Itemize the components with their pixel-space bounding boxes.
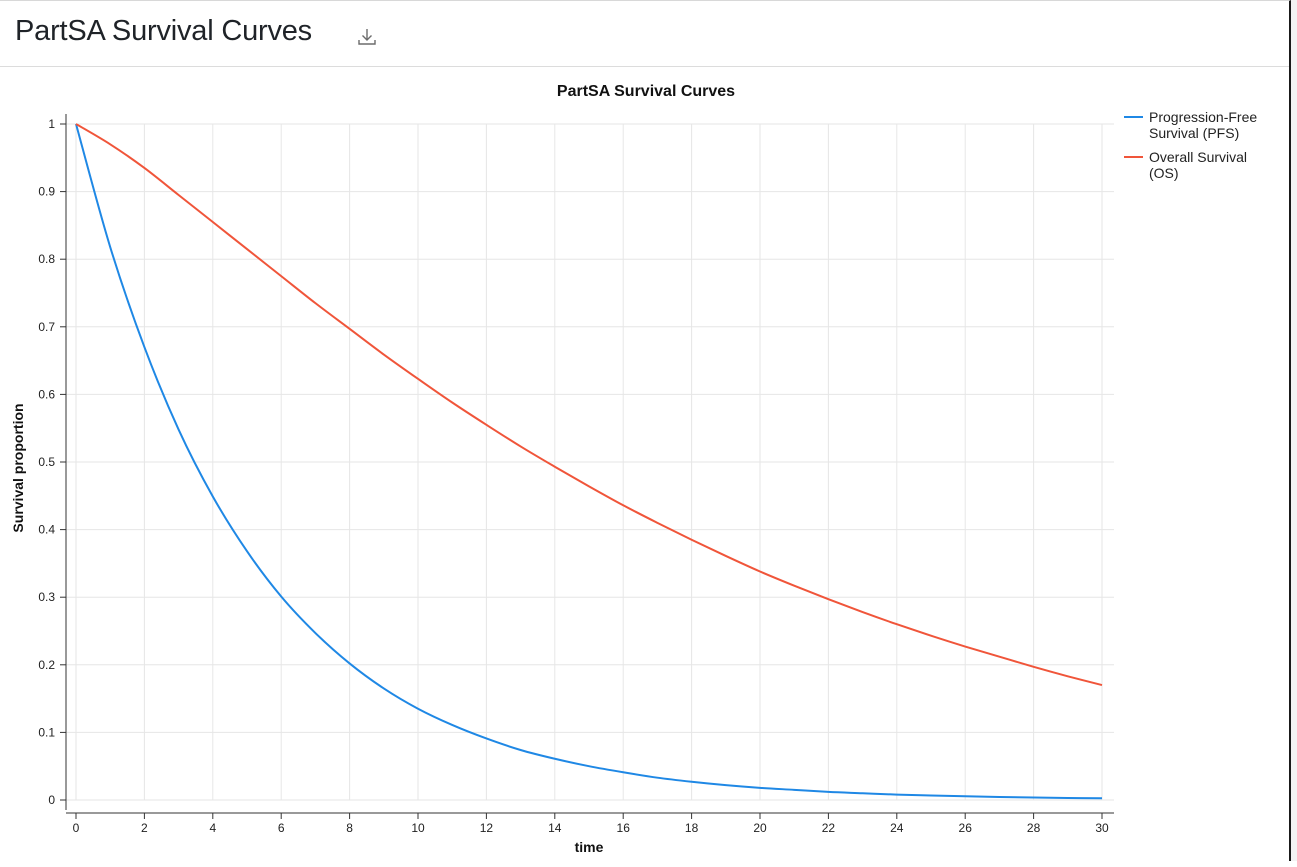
y-tick-label: 0.2 <box>38 658 55 672</box>
os-series-line <box>75 123 1103 687</box>
y-tick-label: 1 <box>48 117 55 131</box>
x-tick-label: 8 <box>346 821 353 835</box>
y-tick-label: 0.1 <box>38 725 55 739</box>
y-tick-label: 0 <box>48 793 55 807</box>
x-tick-label: 10 <box>411 821 425 835</box>
x-axis-label: time <box>575 839 604 855</box>
y-tick-label: 0.7 <box>38 320 55 334</box>
legend-os: Overall Survival(OS) <box>1124 149 1247 181</box>
chart-title: PartSA Survival Curves <box>557 83 735 100</box>
y-tick-label: 0.3 <box>38 590 55 604</box>
legend-label: Overall Survival <box>1149 149 1247 165</box>
x-tick-label: 14 <box>548 821 562 835</box>
legend-label: (OS) <box>1149 165 1179 181</box>
x-tick-label: 22 <box>822 821 836 835</box>
y-tick-label: 0.6 <box>38 387 55 401</box>
x-tick-label: 30 <box>1095 821 1109 835</box>
download-icon <box>358 29 376 45</box>
x-tick-label: 20 <box>753 821 767 835</box>
x-tick-label: 12 <box>480 821 494 835</box>
x-tick-label: 0 <box>73 821 80 835</box>
page-title: PartSA Survival Curves <box>15 15 312 47</box>
window-edge <box>1291 0 1297 861</box>
survival-chart: PartSA Survival Curves 0 0.1 0.2 0.3 0.4 0.5 0… <box>10 83 1257 855</box>
legend-label: Survival (PFS) <box>1149 125 1239 141</box>
y-tick-label: 0.9 <box>38 185 55 199</box>
pfs-series-line <box>75 123 1103 800</box>
y-tick-label: 0.8 <box>38 252 55 266</box>
x-tick-label: 26 <box>959 821 973 835</box>
x-tick-label: 16 <box>617 821 631 835</box>
panel-header: PartSA Survival Curves <box>0 1 1289 67</box>
chart-area: PartSA Survival Curves 0 0.1 0.2 0.3 0.4 0.5 0… <box>0 68 1289 862</box>
y-tick-label: 0.4 <box>38 523 55 537</box>
x-tick-label: 4 <box>209 821 216 835</box>
x-tick-label: 28 <box>1027 821 1041 835</box>
download-button[interactable] <box>354 25 380 49</box>
x-tick-label: 6 <box>278 821 285 835</box>
x-tick-label: 18 <box>685 821 699 835</box>
legend-label: Progression-Free <box>1149 109 1257 125</box>
y-tick-label: 0.5 <box>38 455 55 469</box>
y-axis-label: Survival proportion <box>10 403 26 532</box>
x-tick-label: 24 <box>890 821 904 835</box>
x-tick-label: 2 <box>141 821 148 835</box>
